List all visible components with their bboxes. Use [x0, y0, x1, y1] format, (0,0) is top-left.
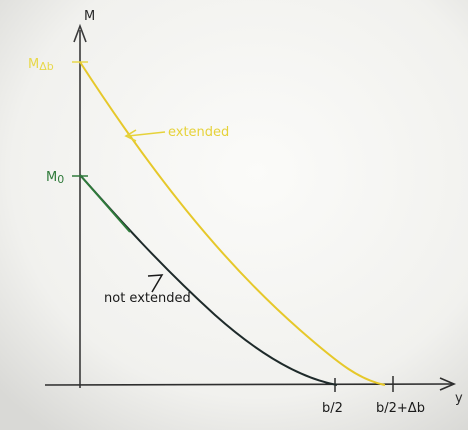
label-main: M [28, 57, 39, 72]
label-sub: Δb [39, 60, 54, 73]
horizontal-arrow [439, 377, 457, 391]
m-delta-b-label: MΔb [28, 57, 54, 73]
label-sub: 0 [57, 173, 64, 186]
not-extended-curve-start [79, 174, 131, 233]
vertical-arrow [73, 23, 87, 43]
not-extended-annotation: not extended [104, 291, 191, 306]
label-main: M [46, 170, 57, 185]
horizontal-axis [44, 383, 453, 386]
extended-pointer [124, 129, 166, 142]
not-extended-pointer [147, 274, 164, 293]
extended-annotation: extended [168, 125, 229, 140]
vertical-axis-label: M [84, 9, 95, 24]
half-span-label: b/2 [322, 401, 343, 416]
m-zero-label: M0 [46, 170, 64, 186]
extended-half-span-label: b/2+Δb [376, 401, 425, 416]
horizontal-axis-label: y [455, 391, 463, 406]
